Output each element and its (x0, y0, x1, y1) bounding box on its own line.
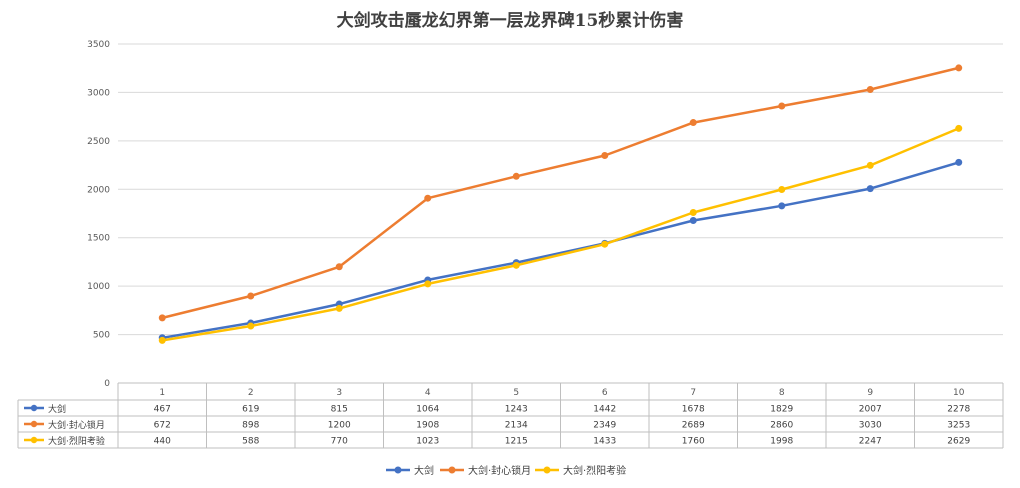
table-cell-value: 1064 (416, 405, 439, 415)
data-point (778, 202, 786, 210)
table-cell-value: 1678 (682, 405, 705, 415)
data-point (689, 209, 697, 217)
legend-label: 大剑 (414, 464, 434, 477)
table-cell-value: 1433 (593, 437, 616, 447)
table-cell-value: 1998 (770, 437, 793, 447)
series-line (162, 127, 960, 342)
table-series-name: 大剑·烈阳考验 (48, 435, 105, 447)
x-tick-label: 6 (602, 388, 608, 398)
data-point (601, 240, 609, 248)
data-point (955, 124, 963, 132)
table-cell-value: 619 (242, 405, 259, 415)
data-point (778, 185, 786, 193)
table-cell-value: 440 (154, 437, 171, 447)
x-tick-label: 1 (159, 388, 165, 398)
data-point (158, 314, 166, 322)
table-cell-value: 2629 (947, 437, 970, 447)
data-point (778, 102, 786, 110)
table-cell-value: 3030 (859, 421, 882, 431)
data-point (866, 86, 874, 94)
data-point (424, 194, 432, 202)
table-legend-marker (30, 436, 38, 444)
table-cell-value: 2349 (593, 421, 616, 431)
y-axis-labels: 0 500 1000 1500 2000 2500 3000 3500 (87, 40, 110, 389)
y-tick-label: 2500 (87, 137, 110, 147)
data-point (335, 304, 343, 312)
legend-marker (543, 466, 551, 474)
table-cell-value: 1829 (770, 405, 793, 415)
table-cell-value: 1442 (593, 405, 616, 415)
data-point (247, 292, 255, 300)
y-tick-label: 1000 (87, 282, 110, 292)
data-point (689, 216, 697, 224)
table-cell-value: 2134 (505, 421, 528, 431)
table-cell-value: 1023 (416, 437, 439, 447)
y-tick-label: 3500 (87, 40, 110, 50)
data-point (158, 336, 166, 344)
legend-marker (394, 466, 402, 474)
table-cell-value: 815 (331, 405, 348, 415)
data-point (335, 263, 343, 271)
legend-label: 大剑·封心锁月 (468, 464, 531, 477)
table-cell-value: 770 (331, 437, 348, 447)
data-point (866, 185, 874, 193)
table-cell-value: 898 (242, 421, 259, 431)
table-series-name: 大剑·封心锁月 (48, 419, 105, 431)
series-lines (158, 64, 963, 344)
x-tick-label: 2 (248, 388, 254, 398)
y-tick-label: 3000 (87, 88, 110, 98)
table-cell-value: 3253 (947, 421, 970, 431)
table-cell-value: 1760 (682, 437, 705, 447)
data-point (512, 261, 520, 269)
series-line (161, 66, 960, 320)
chart-title: 大剑攻击蜃龙幻界第一层龙界碑15秒累计伤害 (336, 11, 684, 31)
gridlines (118, 43, 1003, 336)
table-cell-value: 1908 (416, 421, 439, 431)
data-point (424, 280, 432, 288)
x-tick-label: 5 (513, 388, 519, 398)
table-cell-value: 2278 (947, 405, 970, 415)
table-cell-value: 2689 (682, 421, 705, 431)
table-cell-value: 588 (242, 437, 259, 447)
table-cell-value: 1200 (328, 421, 351, 431)
y-tick-label: 0 (104, 379, 110, 389)
table-cell-value: 467 (154, 405, 171, 415)
y-tick-label: 500 (93, 331, 110, 341)
data-point (955, 64, 963, 72)
y-tick-label: 2000 (87, 185, 110, 195)
table-cell-value: 2007 (859, 405, 882, 415)
data-point (866, 161, 874, 169)
data-table: 1 2 3 4 5 6 7 8 9 10 大剑 467 619 815 1064 1243 1442 1678 18… (17, 382, 1004, 449)
series-line (162, 161, 960, 340)
x-tick-label: 8 (779, 388, 785, 398)
table-series-name: 大剑 (48, 403, 66, 415)
legend-label: 大剑·烈阳考验 (563, 464, 626, 477)
table-cell-value: 2247 (859, 437, 882, 447)
x-tick-label: 9 (867, 388, 873, 398)
table-legend-marker (30, 404, 38, 412)
x-tick-label: 3 (336, 388, 342, 398)
table-cell-value: 1243 (505, 405, 528, 415)
data-point (512, 172, 520, 180)
legend-marker (448, 466, 456, 474)
table-cell-value: 2860 (770, 421, 793, 431)
y-tick-label: 1500 (87, 234, 110, 244)
data-point (247, 322, 255, 330)
data-point (601, 151, 609, 159)
x-tick-label: 10 (953, 388, 965, 398)
x-tick-label: 4 (425, 388, 431, 398)
x-tick-label: 7 (690, 388, 696, 398)
table-cell-value: 672 (154, 421, 171, 431)
data-point (689, 119, 697, 127)
table-cell-value: 1215 (505, 437, 528, 447)
legend: 大剑 大剑·封心锁月 大剑·烈阳考验 (386, 464, 626, 477)
data-point (955, 158, 963, 166)
table-legend-marker (30, 420, 38, 428)
